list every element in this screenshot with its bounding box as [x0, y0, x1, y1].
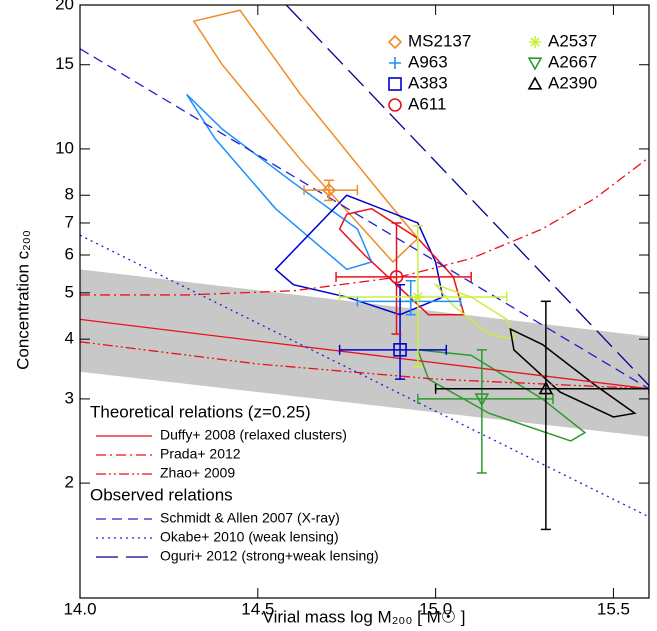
- legend-label: Zhao+ 2009: [160, 465, 235, 481]
- marker: [393, 343, 407, 357]
- contour: [416, 348, 587, 442]
- scatter-band: [80, 269, 649, 437]
- x-axis-label: Virial mass log M₂₀₀ [ M☉ ]: [263, 607, 466, 626]
- marker: [389, 57, 401, 69]
- y-tick-label: 5: [65, 282, 74, 301]
- y-axis-label: Concentration c₂₀₀: [13, 230, 32, 370]
- marker: [321, 182, 337, 198]
- y-tick-label: 3: [65, 388, 74, 407]
- relation-line: [80, 234, 649, 518]
- legend-label: Schmidt & Allen 2007 (X-ray): [160, 510, 340, 526]
- y-tick-label: 20: [55, 0, 74, 13]
- legend-label: A2667: [548, 52, 597, 71]
- legend-label: A963: [408, 52, 448, 71]
- x-tick-label: 14.5: [241, 599, 274, 618]
- y-tick-label: 6: [65, 244, 74, 263]
- legend-label: A2537: [548, 31, 597, 50]
- legend-label: A2390: [548, 73, 597, 92]
- y-tick-label: 2: [65, 473, 74, 492]
- relation-line: [80, 48, 649, 390]
- y-tick-label: 4: [65, 329, 74, 348]
- x-tick-label: 14.0: [63, 599, 96, 618]
- marker: [411, 291, 424, 304]
- x-tick-label: 15.5: [597, 599, 630, 618]
- legend-heading: Theoretical relations (z=0.25): [90, 402, 311, 421]
- relation-line: [80, 156, 649, 296]
- legend-heading: Observed relations: [90, 485, 233, 504]
- y-tick-label: 7: [65, 212, 74, 231]
- marker: [389, 270, 404, 284]
- contour: [509, 327, 637, 418]
- marker: [474, 393, 490, 407]
- legend-label: Duffy+ 2008 (relaxed clusters): [160, 427, 347, 443]
- contour: [192, 9, 419, 264]
- marker: [527, 57, 543, 71]
- legend-label: Okabe+ 2010 (weak lensing): [160, 529, 339, 545]
- y-tick-label: 10: [55, 138, 74, 157]
- legend-label: A611: [408, 94, 446, 113]
- marker: [388, 98, 402, 112]
- legend-label: A383: [408, 73, 448, 92]
- plot-area: [80, 5, 649, 531]
- marker: [387, 34, 403, 50]
- marker: [538, 381, 554, 395]
- relation-line: [80, 341, 649, 390]
- legend-label: MS2137: [408, 31, 471, 50]
- marker: [388, 77, 402, 91]
- y-tick-label: 8: [65, 185, 74, 204]
- legend-label: Prada+ 2012: [160, 446, 241, 462]
- contour: [186, 93, 373, 271]
- x-tick-label: 15.0: [419, 599, 452, 618]
- marker: [529, 36, 541, 48]
- y-tick-label: 15: [55, 54, 74, 73]
- legend-label: Oguri+ 2012 (strong+weak lensing): [160, 548, 379, 564]
- plot-frame: [79, 4, 650, 599]
- marker: [527, 76, 543, 90]
- relation-line: [80, 318, 649, 390]
- relation-line: [285, 5, 649, 386]
